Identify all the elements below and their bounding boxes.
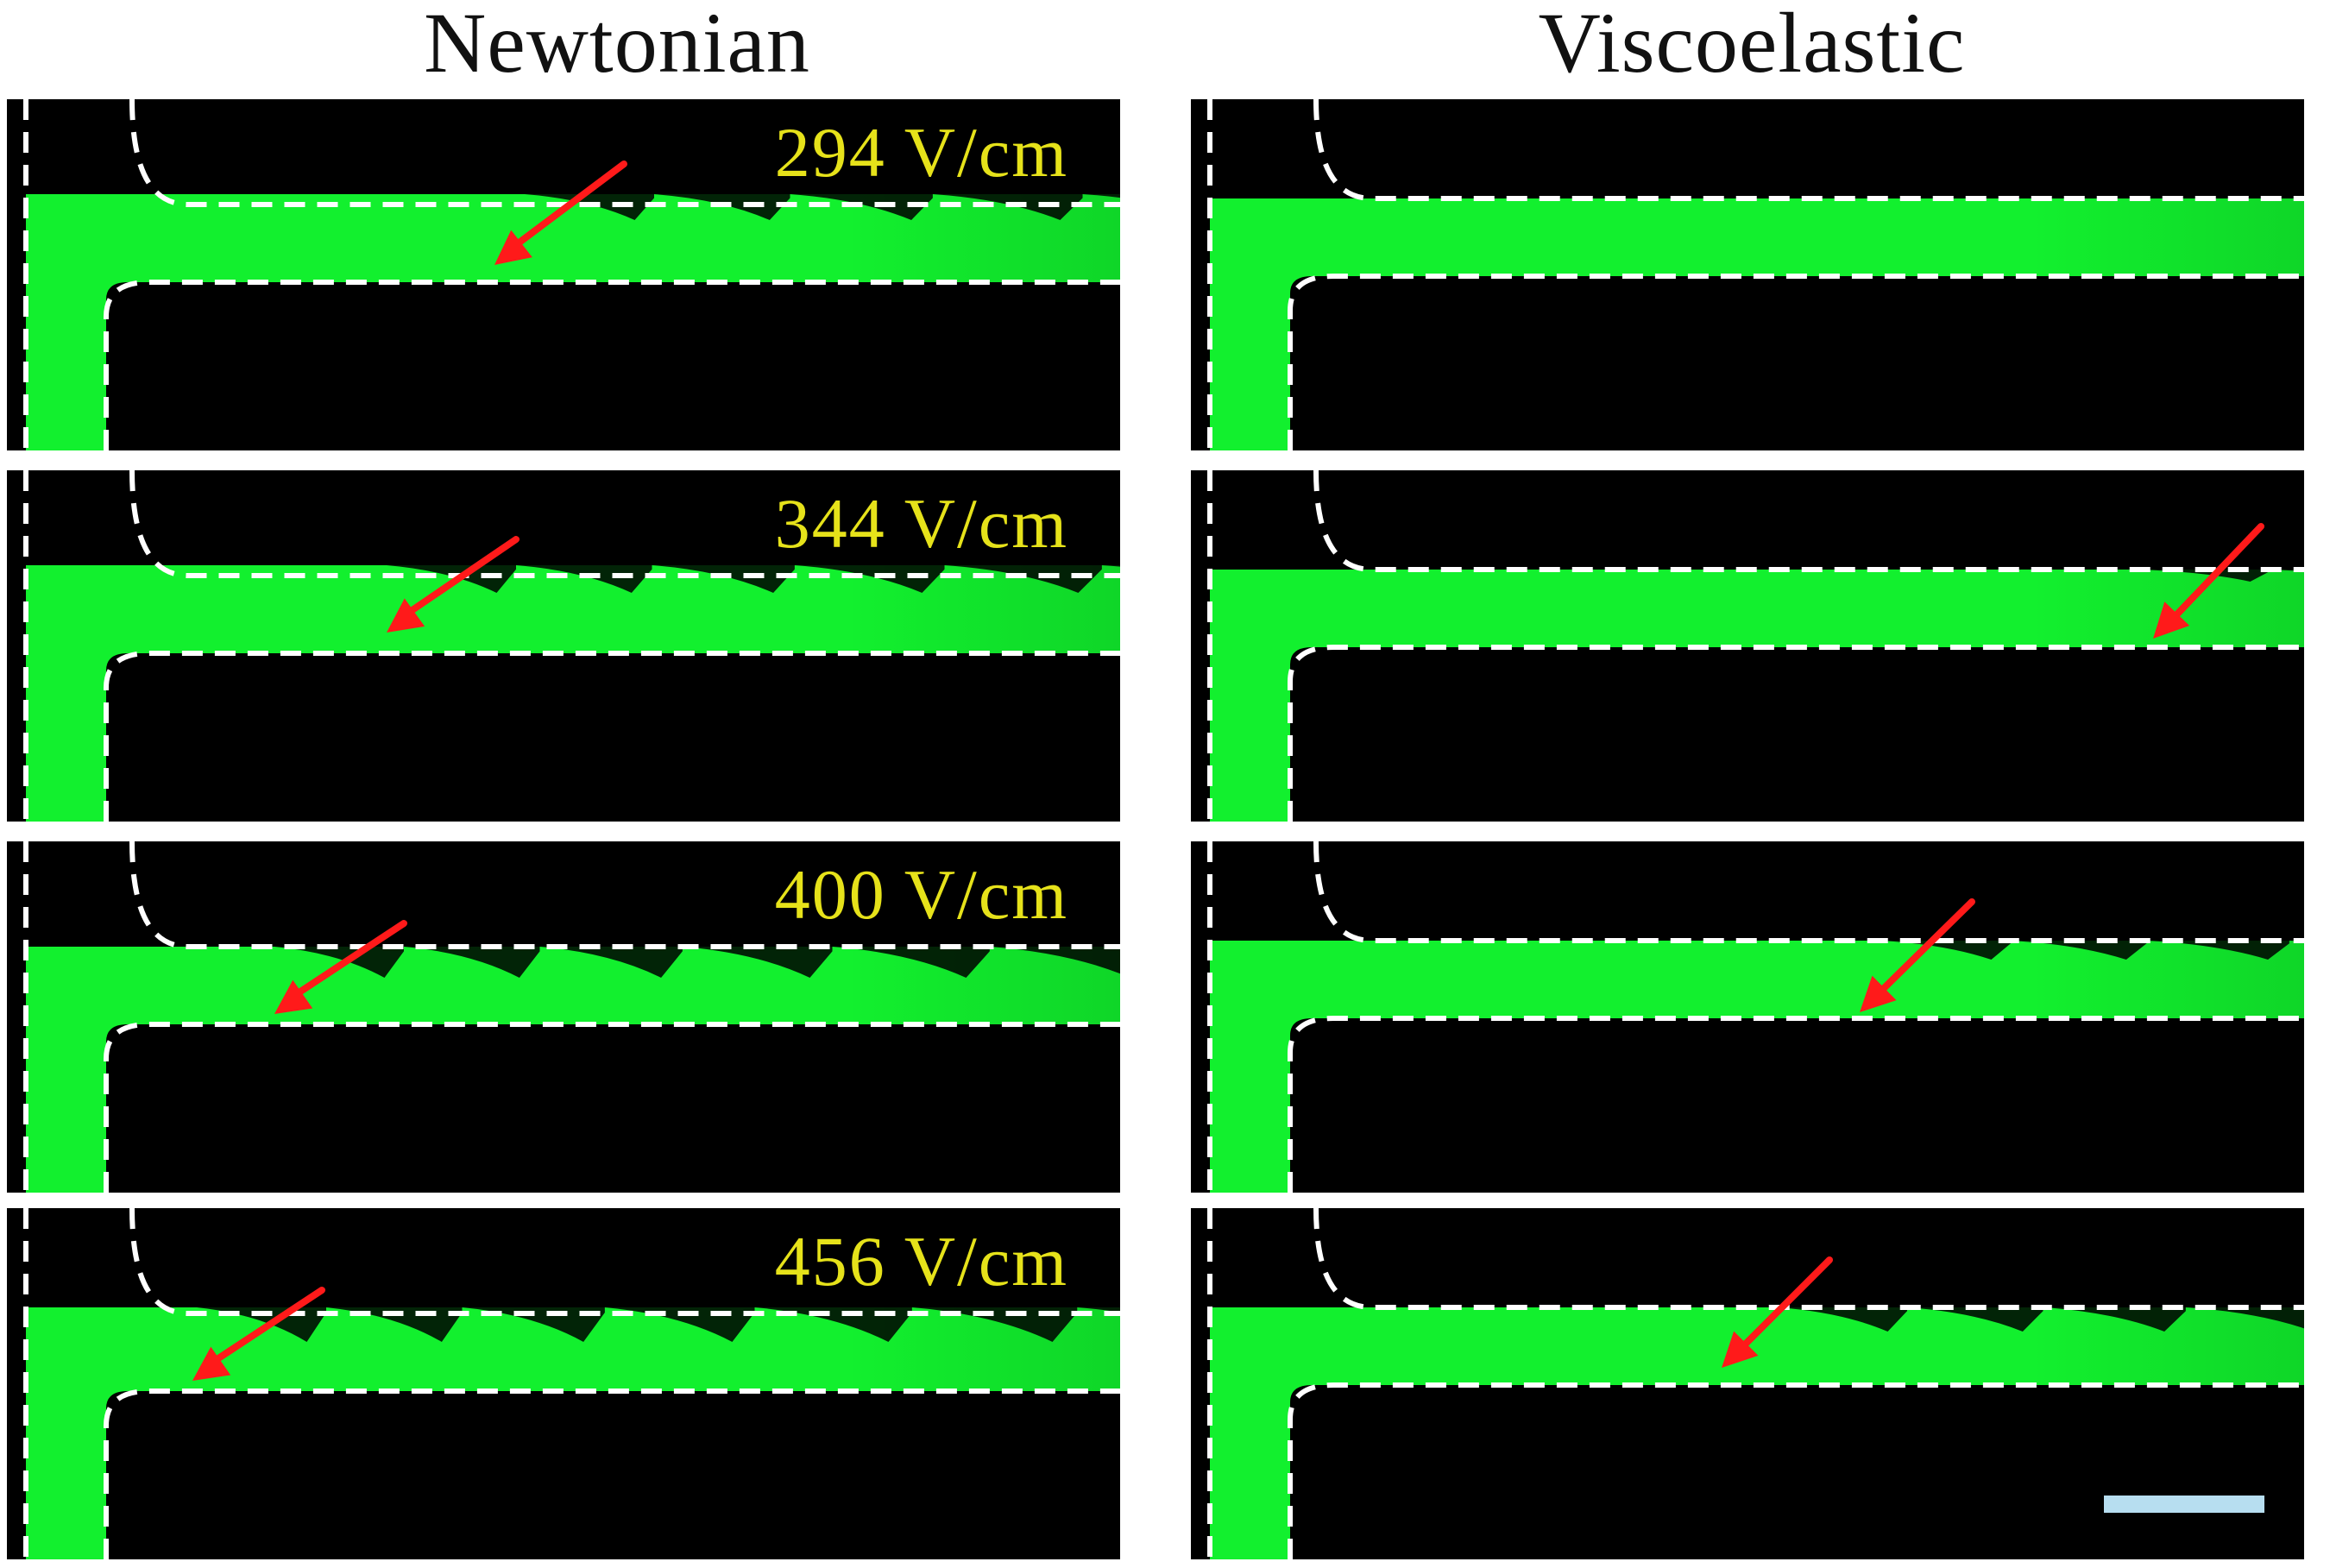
instability-wave: [989, 947, 1120, 974]
instability-wave: [1082, 194, 1120, 198]
instability-wave: [794, 565, 945, 593]
fluorescent-stream: [26, 841, 1120, 1193]
panel-newtonian-344: 344 V/cm: [7, 470, 1120, 822]
field-strength-label: 344 V/cm: [774, 484, 1068, 563]
red-arrow-icon: [387, 536, 520, 633]
field-strength-label: 456 V/cm: [774, 1222, 1068, 1300]
instability-wave: [932, 194, 1083, 220]
red-arrow-icon: [494, 161, 627, 265]
bottom-wall-outline: [104, 1022, 1120, 1193]
scale-bar: [2104, 1496, 2264, 1513]
instability-wave: [525, 194, 654, 220]
top-wall-outline: [129, 470, 1120, 578]
instability-wave: [2043, 1307, 2186, 1332]
instability-wave: [516, 565, 652, 593]
instability-wave: [790, 194, 933, 220]
bottom-wall-outline: [1288, 274, 2304, 450]
instability-wave: [462, 1307, 605, 1342]
top-wall-outline: [1313, 1208, 2304, 1310]
panel-viscoelastic-344: [1191, 470, 2304, 822]
top-wall-outline: [1313, 470, 2304, 572]
column-title-viscoelastic: Viscoelastic: [1538, 0, 1966, 91]
instability-wave: [682, 947, 833, 978]
red-arrow-icon: [1722, 1256, 1833, 1368]
top-wall-outline: [1313, 841, 2304, 943]
column-title-newtonian: Newtonian: [424, 0, 810, 91]
instability-wave: [754, 1307, 912, 1342]
field-strength-label: 294 V/cm: [774, 113, 1068, 192]
channel-image: [1207, 470, 2304, 822]
bottom-wall-outline: [104, 1389, 1120, 1559]
top-wall-outline: [129, 841, 1120, 949]
instability-wave: [274, 947, 404, 978]
instability-wave: [404, 947, 540, 978]
channel-image: [1207, 99, 2304, 450]
instability-wave: [539, 947, 683, 978]
instability-wave: [2146, 941, 2289, 960]
bottom-wall-outline: [1288, 645, 2304, 822]
top-wall-outline: [1313, 99, 2304, 201]
instability-wave: [2140, 570, 2270, 582]
bottom-wall-outline: [1288, 1016, 2304, 1193]
instability-wave: [832, 947, 990, 978]
instability-wave: [1077, 1307, 1120, 1313]
field-strength-label: 400 V/cm: [774, 855, 1068, 934]
red-arrow-icon: [2153, 523, 2264, 639]
fluorescent-stream: [26, 470, 1120, 822]
instability-wave: [2185, 1307, 2304, 1329]
bottom-wall-outline: [104, 280, 1120, 450]
fluorescent-stream: [26, 99, 1120, 450]
top-wall-outline: [129, 99, 1120, 207]
channel-image: [1207, 841, 2304, 1193]
instability-wave: [654, 194, 790, 220]
red-arrow-icon: [274, 920, 407, 1014]
panel-viscoelastic-400: [1191, 841, 2304, 1193]
instability-wave: [387, 565, 516, 593]
instability-wave: [1881, 941, 2011, 960]
instability-wave: [2011, 941, 2147, 960]
top-wall-outline: [129, 1208, 1120, 1316]
panel-newtonian-294: 294 V/cm: [7, 99, 1120, 450]
instability-wave: [652, 565, 795, 593]
fluorescent-stream: [26, 1208, 1120, 1559]
instability-wave: [1101, 565, 1120, 567]
panel-viscoelastic-294: [1191, 99, 2304, 450]
channel-image: [23, 1208, 1120, 1559]
channel-image: [1207, 1208, 2304, 1559]
instability-wave: [911, 1307, 1078, 1342]
instability-wave: [944, 565, 1102, 593]
bottom-wall-outline: [1288, 1382, 2304, 1559]
channel-image: [23, 470, 1120, 822]
panel-newtonian-456: 456 V/cm: [7, 1208, 1120, 1559]
channel-image: [23, 841, 1120, 1193]
instability-wave: [1907, 1307, 2043, 1332]
panel-newtonian-400: 400 V/cm: [7, 841, 1120, 1193]
red-arrow-icon: [192, 1287, 325, 1381]
red-arrow-icon: [1860, 898, 1975, 1012]
channel-image: [23, 99, 1120, 450]
bottom-wall-outline: [104, 651, 1120, 822]
instability-wave: [1778, 1307, 1907, 1332]
